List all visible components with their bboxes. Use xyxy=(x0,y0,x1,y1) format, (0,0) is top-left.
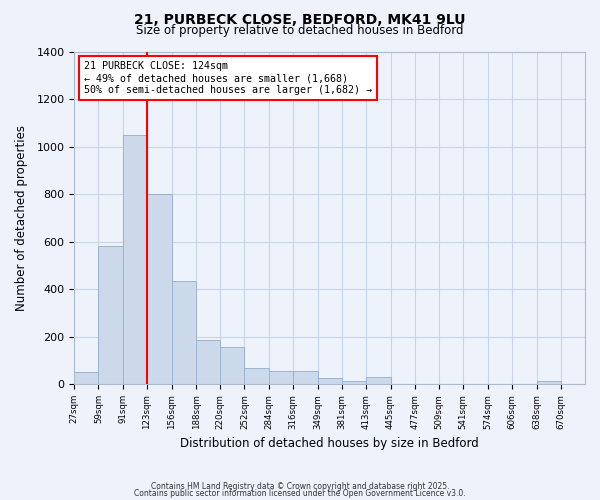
Bar xyxy=(122,134,147,384)
Bar xyxy=(244,368,269,384)
Bar xyxy=(536,380,561,384)
Bar xyxy=(342,381,366,384)
Bar xyxy=(172,280,196,384)
Bar xyxy=(293,371,318,384)
X-axis label: Distribution of detached houses by size in Bedford: Distribution of detached houses by size … xyxy=(180,437,479,450)
Text: 21, PURBECK CLOSE, BEDFORD, MK41 9LU: 21, PURBECK CLOSE, BEDFORD, MK41 9LU xyxy=(134,12,466,26)
Bar xyxy=(318,378,342,384)
Bar xyxy=(196,340,220,384)
Text: Size of property relative to detached houses in Bedford: Size of property relative to detached ho… xyxy=(136,24,464,37)
Text: 21 PURBECK CLOSE: 124sqm
← 49% of detached houses are smaller (1,668)
50% of sem: 21 PURBECK CLOSE: 124sqm ← 49% of detach… xyxy=(85,62,373,94)
Bar xyxy=(147,194,172,384)
Text: Contains public sector information licensed under the Open Government Licence v3: Contains public sector information licen… xyxy=(134,489,466,498)
Text: Contains HM Land Registry data © Crown copyright and database right 2025.: Contains HM Land Registry data © Crown c… xyxy=(151,482,449,491)
Bar xyxy=(366,377,391,384)
Y-axis label: Number of detached properties: Number of detached properties xyxy=(15,125,28,311)
Bar xyxy=(98,246,122,384)
Bar xyxy=(220,347,244,384)
Bar xyxy=(269,371,293,384)
Bar xyxy=(74,372,98,384)
